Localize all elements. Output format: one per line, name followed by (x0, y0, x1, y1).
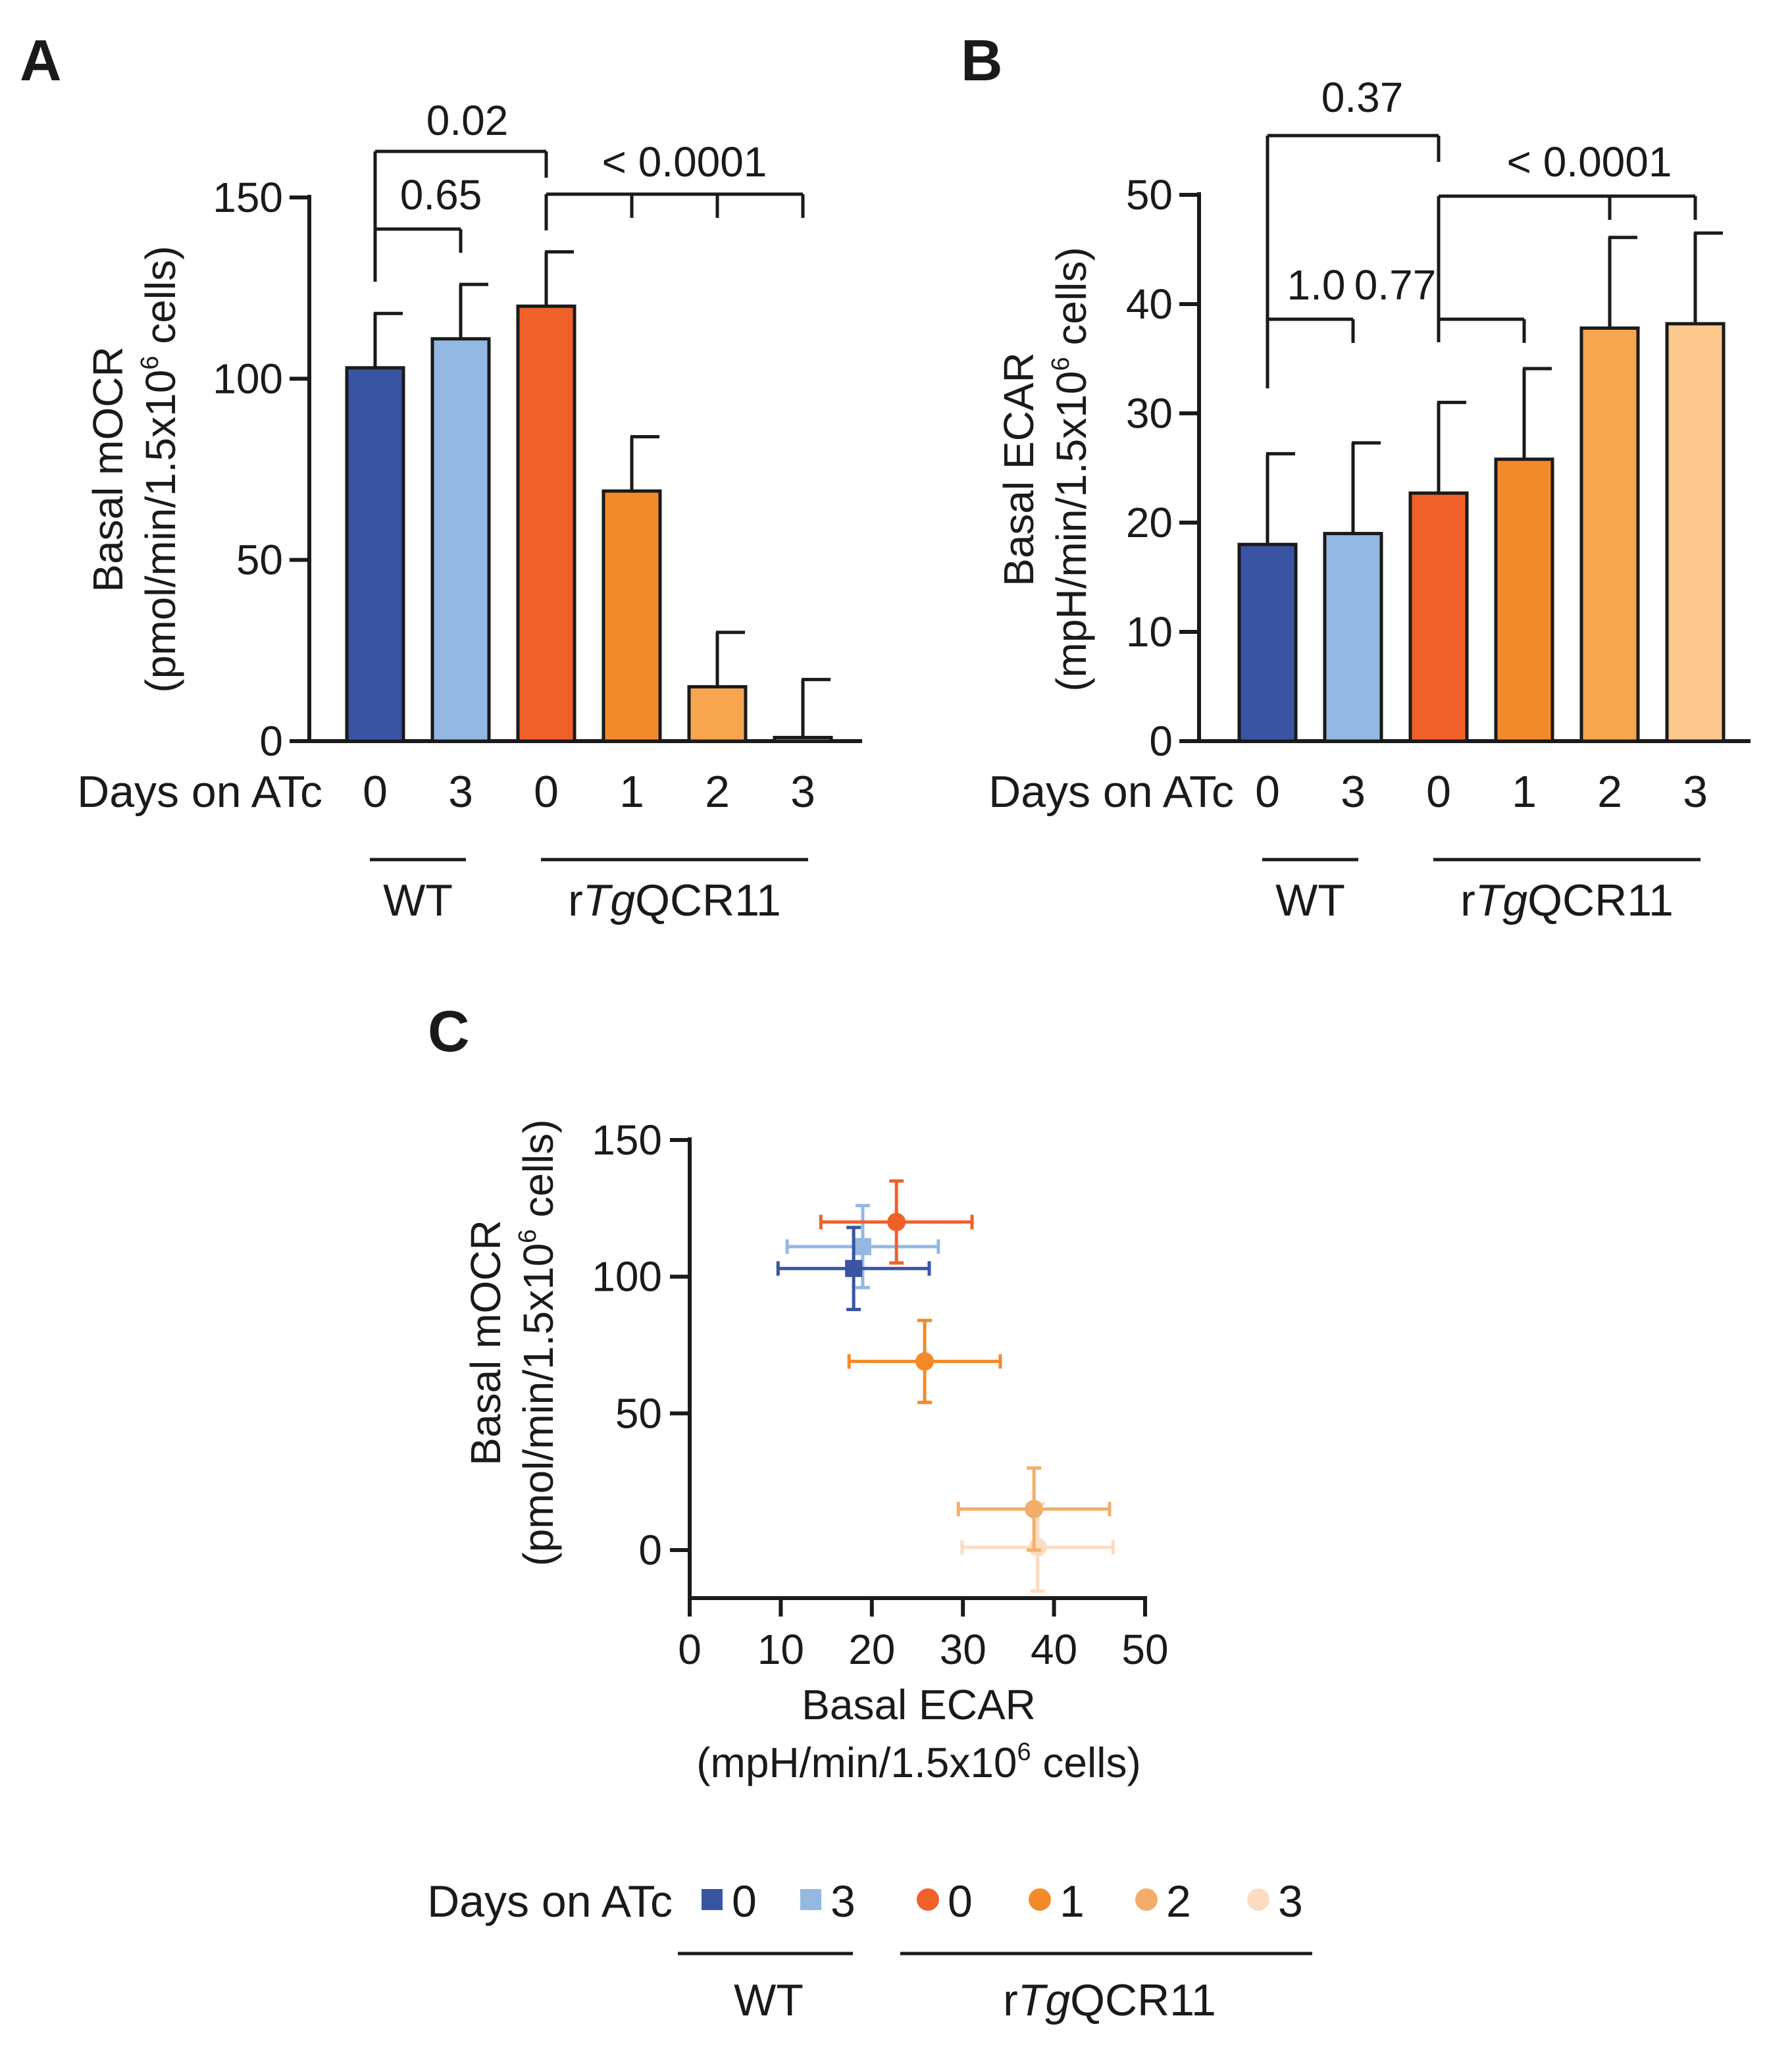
y-tick-label: 50 (1126, 171, 1173, 219)
scatter-point-square (845, 1260, 863, 1278)
y-tick-label: 100 (213, 355, 283, 402)
y-tick-label: 10 (1126, 608, 1173, 656)
x-tick-label: 30 (940, 1626, 986, 1673)
legend-marker-circle (1247, 1888, 1269, 1911)
bar (1323, 532, 1383, 743)
group-label-wt: WT (383, 875, 453, 925)
panel-label-b: B (961, 28, 1003, 93)
x-tick-label: 20 (848, 1626, 895, 1673)
legend-entry-label: 3 (831, 1877, 856, 1927)
legend-title: Days on ATc (427, 1877, 673, 1927)
y-axis-label-units: (pmol/min/1.5x106 cells) (136, 246, 184, 692)
p-value-label: 0.65 (400, 171, 482, 219)
legend-marker-circle (1029, 1888, 1051, 1911)
x-category-label: 3 (448, 767, 473, 817)
group-label-wt: WT (1275, 875, 1345, 925)
x-category-label: 2 (705, 767, 730, 817)
panel-label-c: C (428, 998, 470, 1064)
x-tick-label: 50 (1121, 1626, 1168, 1673)
legend-entry-label: 2 (1166, 1877, 1191, 1927)
panel-c-legend: Days on ATc 0 3 0 1 2 3 WT rTgQCR11 (427, 1877, 1312, 2025)
group-label-rtgqcr11: rTgQCR11 (1460, 875, 1674, 925)
scatter-point-square (854, 1237, 871, 1255)
x-axis-label: Basal ECAR (802, 1681, 1036, 1728)
panel-a-bar-chart: 0 50 100 150 0 3 0 1 2 3 Days on ATc WT rTgQCR11 Basa… (77, 97, 862, 925)
y-axis-label-units: (mpH/min/1.5x106 cells) (1047, 247, 1095, 692)
bar (1665, 322, 1726, 743)
x-category-label: 3 (1683, 767, 1708, 817)
x-axis-label-units: (mpH/min/1.5x106 cells) (696, 1738, 1141, 1786)
bar (687, 685, 748, 743)
bar (1494, 457, 1554, 743)
x-tick-label: 40 (1031, 1626, 1077, 1673)
y-tick-label: 0 (638, 1526, 662, 1574)
y-tick-label: 50 (236, 536, 283, 584)
y-tick-label: 0 (1149, 717, 1173, 765)
bar (1579, 326, 1640, 743)
scatter-point-circle (915, 1352, 934, 1371)
y-tick-label: 0 (259, 717, 283, 765)
x-tick-label: 10 (757, 1626, 804, 1673)
y-tick-label: 50 (615, 1389, 662, 1437)
scatter-point-circle (1025, 1499, 1044, 1518)
bar (1237, 542, 1298, 743)
y-tick-label: 150 (213, 174, 283, 221)
bar (773, 735, 833, 743)
bar (516, 304, 576, 743)
y-axis-label: Basal mOCR (462, 1220, 509, 1465)
legend-marker-circle (917, 1888, 939, 1911)
legend-marker-square (800, 1889, 821, 1910)
x-category-label: 0 (363, 767, 388, 817)
p-value-label: 0.77 (1354, 261, 1437, 309)
p-value-label: 0.02 (426, 97, 509, 144)
p-value-label: < 0.0001 (602, 138, 767, 186)
x-category-label: 0 (1255, 767, 1280, 817)
scatter-point-circle (887, 1212, 906, 1231)
x-category-label: 3 (790, 767, 815, 817)
bar (1408, 491, 1469, 743)
x-category-label: 0 (534, 767, 559, 817)
legend-entry-label: 0 (732, 1877, 757, 1927)
legend-entry-label: 0 (948, 1877, 973, 1927)
y-tick-label: 100 (592, 1253, 662, 1301)
bar (430, 337, 491, 743)
y-axis-label: Basal ECAR (995, 352, 1042, 586)
x-category-label: 0 (1426, 767, 1451, 817)
x-axis-label: Days on ATc (988, 767, 1234, 817)
x-category-label: 1 (619, 767, 644, 817)
x-category-label: 1 (1512, 767, 1537, 817)
legend-group-label-rtgqcr11: rTgQCR11 (1003, 1975, 1216, 2025)
y-axis-label: Basal mOCR (84, 346, 132, 592)
panel-label-a: A (20, 28, 62, 93)
y-tick-label: 40 (1126, 280, 1173, 328)
scatter-point-circle (1028, 1538, 1047, 1557)
y-axis-label-units: (pmol/min/1.5x106 cells) (514, 1119, 562, 1566)
legend-group-label-wt: WT (734, 1975, 804, 2025)
y-tick-label: 20 (1126, 499, 1173, 546)
y-tick-label: 150 (592, 1116, 662, 1164)
x-category-label: 3 (1341, 767, 1366, 817)
panel-c-scatter-chart: 0 50 100 150 0 10 20 30 40 50 Basal ECAR (mpH/min/1… (462, 1116, 1169, 1786)
x-axis-label: Days on ATc (77, 767, 322, 817)
x-tick-label: 0 (678, 1626, 702, 1673)
p-value-label: 1.0 (1287, 261, 1346, 309)
legend-marker-circle (1135, 1888, 1158, 1911)
legend-entry-label: 3 (1278, 1877, 1303, 1927)
legend-entry-label: 1 (1060, 1877, 1085, 1927)
p-value-label: < 0.0001 (1507, 138, 1672, 186)
p-value-label: 0.37 (1321, 74, 1404, 121)
x-category-label: 2 (1597, 767, 1622, 817)
bar (602, 489, 662, 743)
y-tick-label: 30 (1126, 390, 1173, 437)
group-label-rtgqcr11: rTgQCR11 (568, 875, 781, 925)
bar (345, 366, 405, 743)
legend-marker-square (702, 1889, 723, 1910)
